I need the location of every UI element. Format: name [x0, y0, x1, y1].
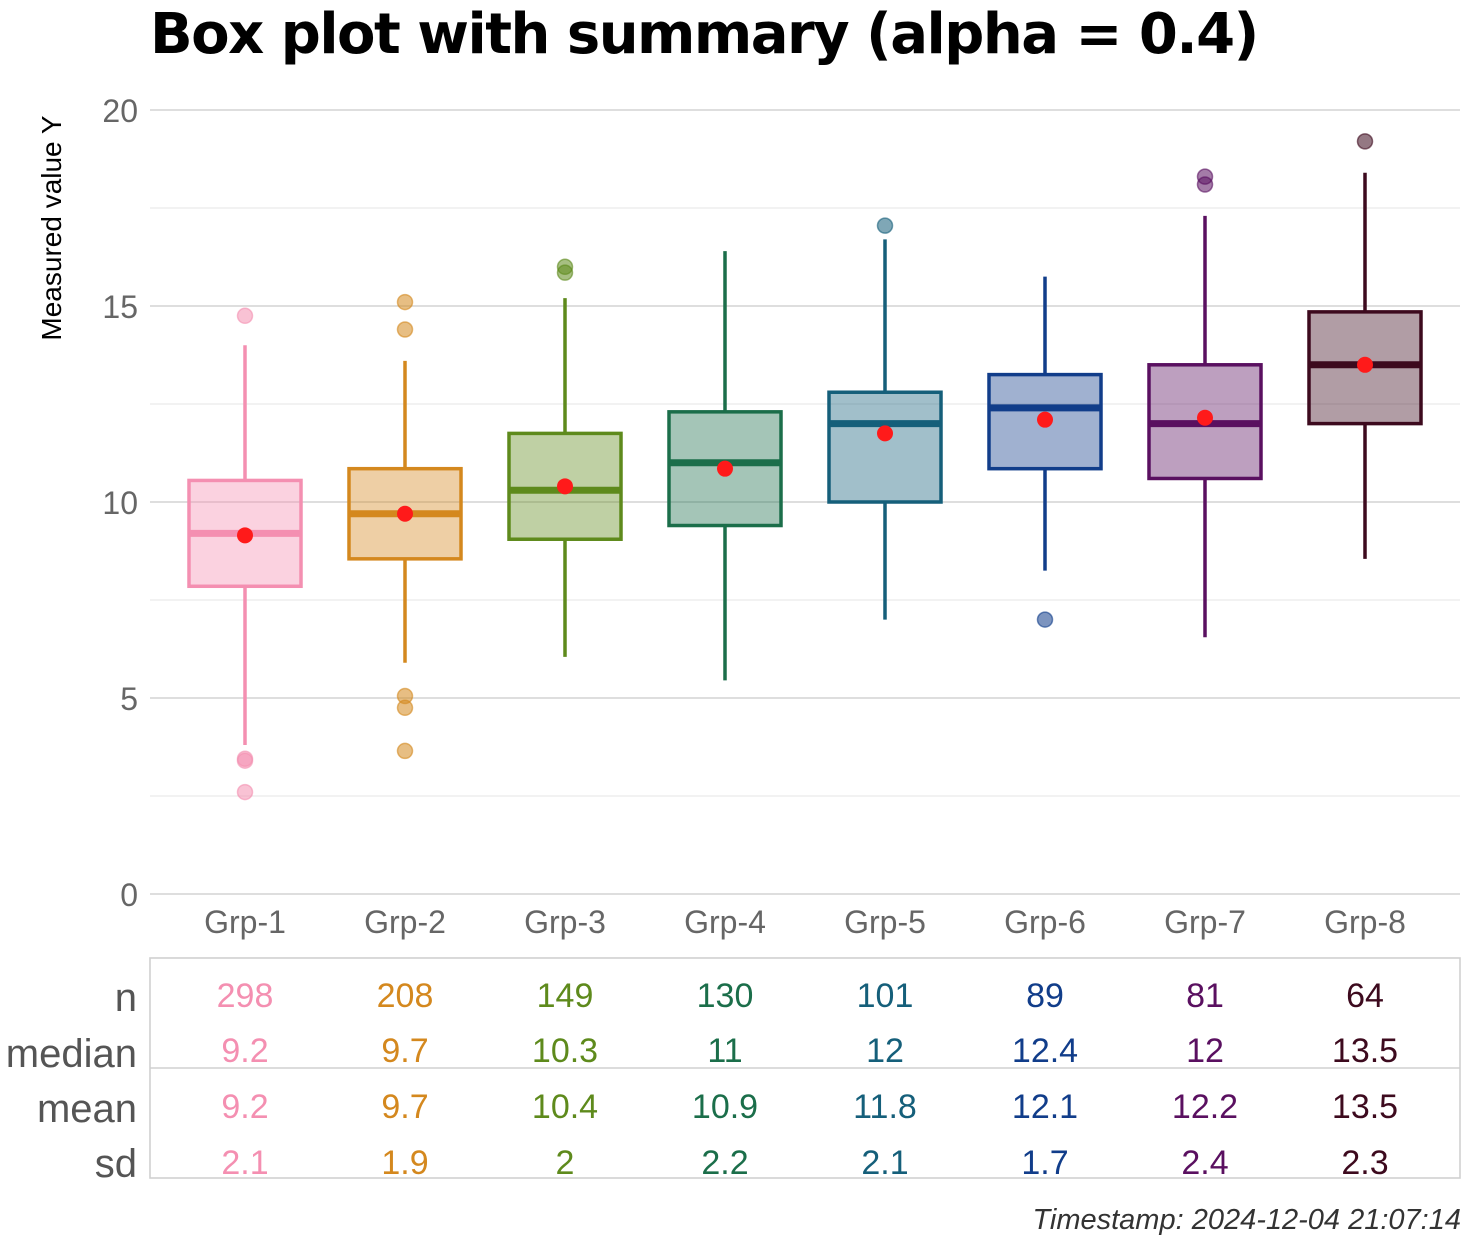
- stat-value-median: 12: [866, 1032, 904, 1070]
- stat-value-sd: 2.4: [1181, 1144, 1228, 1182]
- stat-value-median: 9.7: [381, 1032, 428, 1070]
- outlier-point: [236, 783, 254, 801]
- box-group-grp-5: [827, 217, 943, 620]
- mean-point: [877, 425, 893, 442]
- outlier-point: [396, 321, 414, 338]
- y-axis-label: Measured value Y: [36, 115, 67, 341]
- stat-value-mean: 9.7: [381, 1088, 428, 1126]
- box-group-grp-6: [987, 276, 1103, 628]
- stat-value-n: 64: [1346, 977, 1384, 1015]
- box-group-grp-7: [1147, 168, 1263, 638]
- stat-value-sd: 1.7: [1021, 1144, 1068, 1182]
- box-group-grp-3: [507, 258, 623, 657]
- x-tick-label: Grp-1: [204, 904, 286, 940]
- stat-value-sd: 2.1: [861, 1144, 908, 1182]
- stat-value-n: 208: [377, 977, 434, 1015]
- x-tick-label: Grp-6: [1004, 904, 1086, 940]
- stat-value-mean: 11.8: [853, 1088, 917, 1126]
- row-label-n: n: [115, 976, 137, 1020]
- stat-value-median: 9.2: [221, 1032, 268, 1070]
- x-tick-label: Grp-5: [844, 904, 926, 940]
- stat-value-sd: 2: [556, 1144, 575, 1182]
- x-tick-label: Grp-2: [364, 904, 446, 940]
- x-tick-labels: Grp-1 Grp-2 Grp-3 Grp-4 Grp-5 Grp-6 Grp-7 Grp-8: [204, 904, 1406, 940]
- outlier-point: [396, 742, 414, 760]
- stat-value-n: 298: [217, 977, 274, 1015]
- stat-value-mean: 10.4: [532, 1088, 598, 1126]
- box-group-grp-8: [1307, 133, 1423, 559]
- outlier-point: [236, 752, 254, 769]
- y-tick-label: 10: [102, 485, 138, 521]
- mean-point: [717, 460, 733, 477]
- stat-value-mean: 12.2: [1172, 1088, 1238, 1126]
- mean-point: [557, 478, 573, 495]
- x-tick-label: Grp-7: [1164, 904, 1246, 940]
- stat-value-sd: 2.3: [1341, 1144, 1388, 1182]
- outlier-point: [556, 264, 574, 281]
- stat-value-n: 101: [857, 977, 914, 1015]
- x-tick-label: Grp-4: [684, 904, 766, 940]
- stat-value-n: 130: [697, 977, 754, 1015]
- box-group-grp-1: [187, 307, 303, 801]
- mean-point: [237, 527, 253, 544]
- outlier-point: [1196, 176, 1214, 193]
- stat-value-mean: 10.9: [692, 1088, 758, 1126]
- mean-point: [397, 505, 413, 522]
- y-tick-label: 20: [102, 93, 138, 129]
- stat-value-n: 81: [1186, 977, 1224, 1015]
- outlier-point: [876, 217, 894, 234]
- box-group-grp-4: [667, 251, 783, 681]
- outlier-point: [1356, 133, 1374, 150]
- mean-point: [1037, 411, 1053, 428]
- y-tick-label: 5: [120, 681, 138, 717]
- stat-value-median: 10.3: [532, 1032, 598, 1070]
- row-label-median: median: [6, 1032, 137, 1076]
- timestamp: Timestamp: 2024-12-04 21:07:14: [1032, 1204, 1461, 1236]
- mean-point: [1357, 356, 1373, 373]
- stat-value-median: 11: [707, 1032, 742, 1070]
- x-tick-label: Grp-3: [524, 904, 606, 940]
- stat-value-sd: 2.1: [221, 1144, 268, 1182]
- stat-value-mean: 12.1: [1012, 1088, 1078, 1126]
- row-label-sd: sd: [95, 1142, 137, 1186]
- row-label-mean: mean: [37, 1087, 137, 1131]
- grid-lines: [150, 109, 1460, 895]
- stat-value-median: 12.4: [1012, 1032, 1078, 1070]
- y-tick-label: 0: [120, 877, 138, 913]
- stat-value-sd: 2.2: [701, 1144, 748, 1182]
- outlier-point: [1036, 611, 1054, 628]
- stat-value-sd: 1.9: [381, 1144, 428, 1182]
- box-group-grp-2: [347, 293, 463, 760]
- chart-title: Box plot with summary (alpha = 0.4): [150, 2, 1259, 67]
- outlier-point: [396, 293, 414, 311]
- outlier-point: [396, 699, 414, 717]
- stat-value-n: 149: [537, 977, 594, 1015]
- stat-value-mean: 13.5: [1332, 1088, 1398, 1126]
- x-tick-label: Grp-8: [1324, 904, 1406, 940]
- box-iqr: [827, 390, 943, 504]
- y-tick-labels: 0 5 10 15 20: [102, 93, 138, 913]
- outlier-point: [236, 307, 254, 325]
- stat-value-mean: 9.2: [221, 1088, 268, 1126]
- mean-point: [1197, 409, 1213, 426]
- boxes: [187, 133, 1423, 801]
- summary-table: n 298 208 149 130 101 89 81 64 median 9.2 9.7 10.3 11…: [6, 957, 1461, 1186]
- stat-value-median: 12: [1186, 1032, 1224, 1070]
- stat-value-n: 89: [1026, 977, 1064, 1015]
- y-tick-label: 15: [102, 289, 138, 325]
- stat-value-median: 13.5: [1332, 1032, 1398, 1070]
